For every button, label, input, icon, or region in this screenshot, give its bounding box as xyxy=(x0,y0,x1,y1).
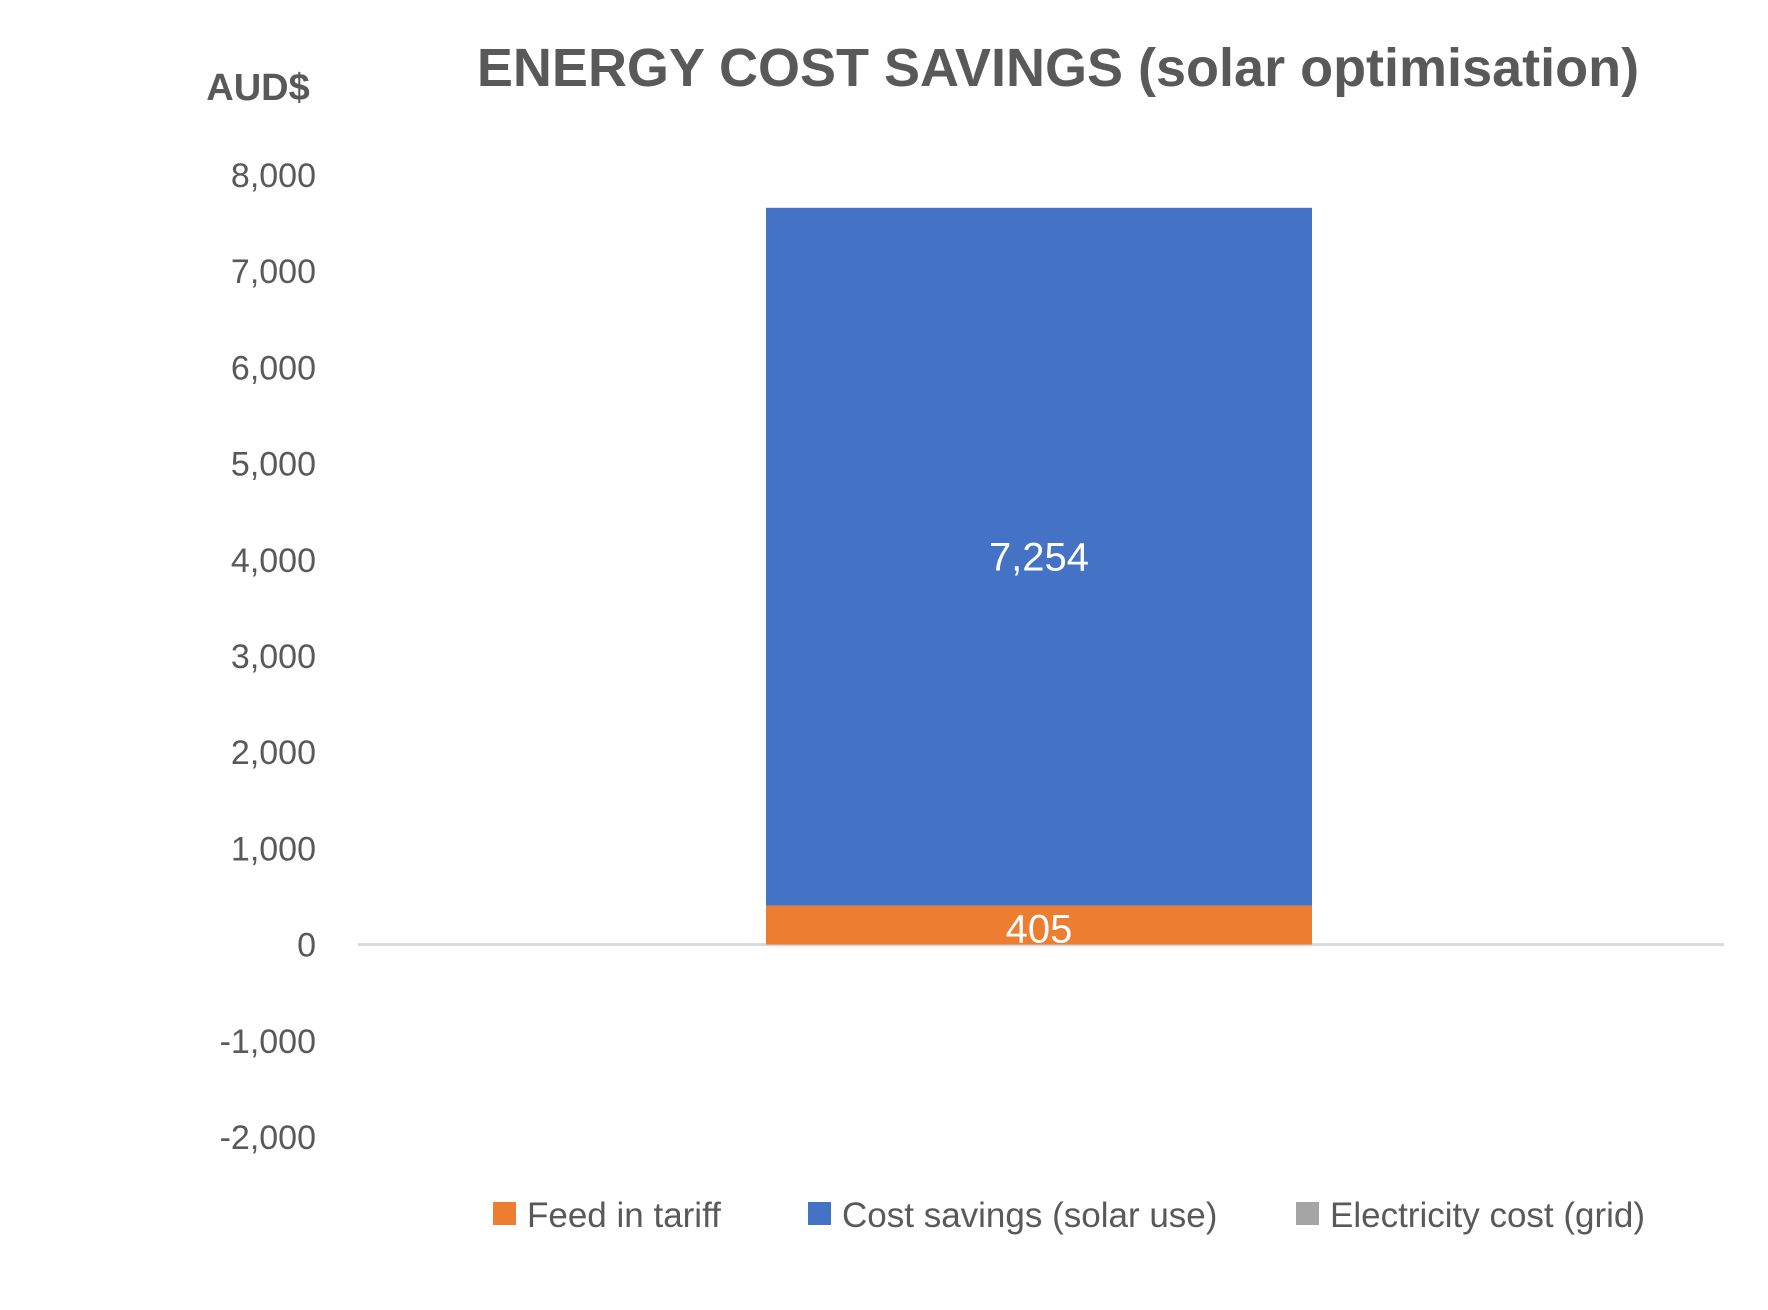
legend-swatch xyxy=(1296,1202,1319,1225)
data-labels: 405 7,254 xyxy=(989,536,1089,952)
y-axis-ticks: 8,000 7,000 6,000 5,000 4,000 3,000 2,000 1,000… xyxy=(220,157,316,1157)
legend-label: Electricity cost (grid) xyxy=(1330,1196,1645,1235)
legend-label: Feed in tariff xyxy=(527,1196,721,1235)
y-tick-label: 1,000 xyxy=(231,830,316,868)
y-tick-label: 2,000 xyxy=(231,734,316,772)
y-tick-label: 4,000 xyxy=(231,542,316,580)
y-axis-unit-label: AUD$ xyxy=(206,67,309,109)
legend: Feed in tariff Cost savings (solar use) El… xyxy=(493,1196,1645,1235)
y-tick-label: 5,000 xyxy=(231,446,316,484)
bar-stack xyxy=(766,207,1312,945)
bar-data-label: 405 xyxy=(1006,908,1073,952)
y-tick-label: -1,000 xyxy=(220,1023,316,1061)
y-tick-label: 6,000 xyxy=(231,349,316,387)
y-tick-label: -2,000 xyxy=(220,1119,316,1157)
chart-title: ENERGY COST SAVINGS (solar optimisation) xyxy=(477,38,1639,98)
legend-swatch xyxy=(493,1202,516,1225)
y-tick-label: 8,000 xyxy=(231,157,316,195)
bar-segment xyxy=(766,905,1312,945)
y-tick-label: 3,000 xyxy=(231,638,316,676)
legend-label: Cost savings (solar use) xyxy=(842,1196,1217,1235)
bar-data-label: 7,254 xyxy=(989,536,1089,580)
legend-swatch xyxy=(808,1202,831,1225)
bar-segment xyxy=(766,207,1312,906)
y-tick-label: 0 xyxy=(297,927,316,965)
y-tick-label: 7,000 xyxy=(231,253,316,291)
